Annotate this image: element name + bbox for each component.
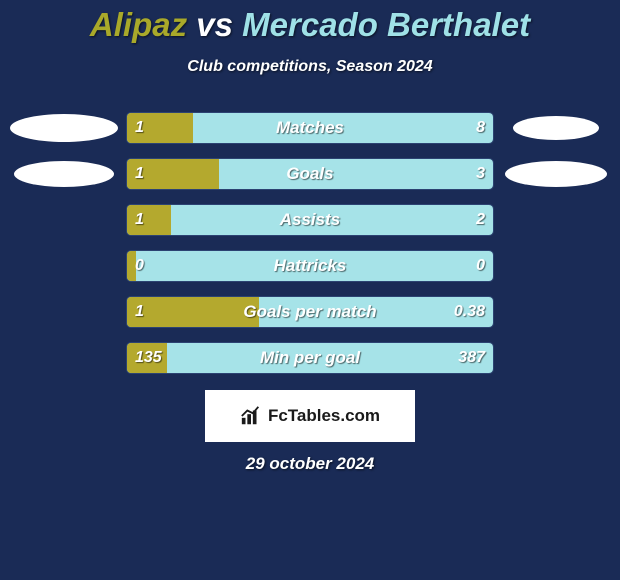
stat-bar-wrap: 135Min per goal387 xyxy=(126,342,494,374)
stat-bar: 1Matches8 xyxy=(126,112,494,144)
stat-value-right: 0.38 xyxy=(454,297,485,327)
stat-rows: 1Matches8 1Goals3 1Assists2 0Hattricks0 1Goa… xyxy=(0,112,620,374)
player-2-name: Mercado Berthalet xyxy=(242,6,530,43)
stat-bar: 1Goals3 xyxy=(126,158,494,190)
stat-bar-wrap: 1Goals per match0.38 xyxy=(126,296,494,328)
stat-bar-wrap: 1Matches8 xyxy=(126,112,494,144)
brand-suffix: .com xyxy=(340,406,380,425)
brand-badge: FcTables.com xyxy=(205,390,415,442)
decorative-oval xyxy=(505,161,607,187)
stat-row: 135Min per goal387 xyxy=(6,342,614,374)
stat-row: 1Assists2 xyxy=(6,204,614,236)
stat-row: 0Hattricks0 xyxy=(6,250,614,282)
title-vs: vs xyxy=(196,6,233,43)
stat-label: Min per goal xyxy=(127,343,493,373)
stat-row: 1Matches8 xyxy=(6,112,614,144)
comparison-infographic: Alipaz vs Mercado Berthalet Club competi… xyxy=(0,0,620,474)
stat-value-right: 387 xyxy=(458,343,485,373)
stat-bar: 135Min per goal387 xyxy=(126,342,494,374)
stat-bar: 0Hattricks0 xyxy=(126,250,494,282)
left-oval-slot xyxy=(6,114,122,142)
brand-badge-wrap: FcTables.com xyxy=(0,390,620,442)
stat-bar-wrap: 1Assists2 xyxy=(126,204,494,236)
stat-value-right: 3 xyxy=(476,159,485,189)
stat-value-right: 2 xyxy=(476,205,485,235)
decorative-oval xyxy=(14,161,114,187)
chart-icon xyxy=(240,405,262,427)
stat-row: 1Goals per match0.38 xyxy=(6,296,614,328)
stat-label: Matches xyxy=(127,113,493,143)
stat-bar-wrap: 1Goals3 xyxy=(126,158,494,190)
brand-text: FcTables.com xyxy=(268,406,380,426)
stat-value-right: 0 xyxy=(476,251,485,281)
date-text: 29 october 2024 xyxy=(0,454,620,474)
right-oval-slot xyxy=(498,116,614,140)
title: Alipaz vs Mercado Berthalet xyxy=(0,6,620,44)
stat-bar: 1Assists2 xyxy=(126,204,494,236)
subtitle: Club competitions, Season 2024 xyxy=(0,58,620,76)
stat-value-right: 8 xyxy=(476,113,485,143)
brand-name: FcTables xyxy=(268,406,340,425)
stat-row: 1Goals3 xyxy=(6,158,614,190)
stat-bar-wrap: 0Hattricks0 xyxy=(126,250,494,282)
stat-label: Goals xyxy=(127,159,493,189)
stat-bar: 1Goals per match0.38 xyxy=(126,296,494,328)
decorative-oval xyxy=(513,116,599,140)
left-oval-slot xyxy=(6,161,122,187)
stat-label: Goals per match xyxy=(127,297,493,327)
right-oval-slot xyxy=(498,161,614,187)
stat-label: Hattricks xyxy=(127,251,493,281)
player-1-name: Alipaz xyxy=(90,6,187,43)
decorative-oval xyxy=(10,114,118,142)
stat-label: Assists xyxy=(127,205,493,235)
